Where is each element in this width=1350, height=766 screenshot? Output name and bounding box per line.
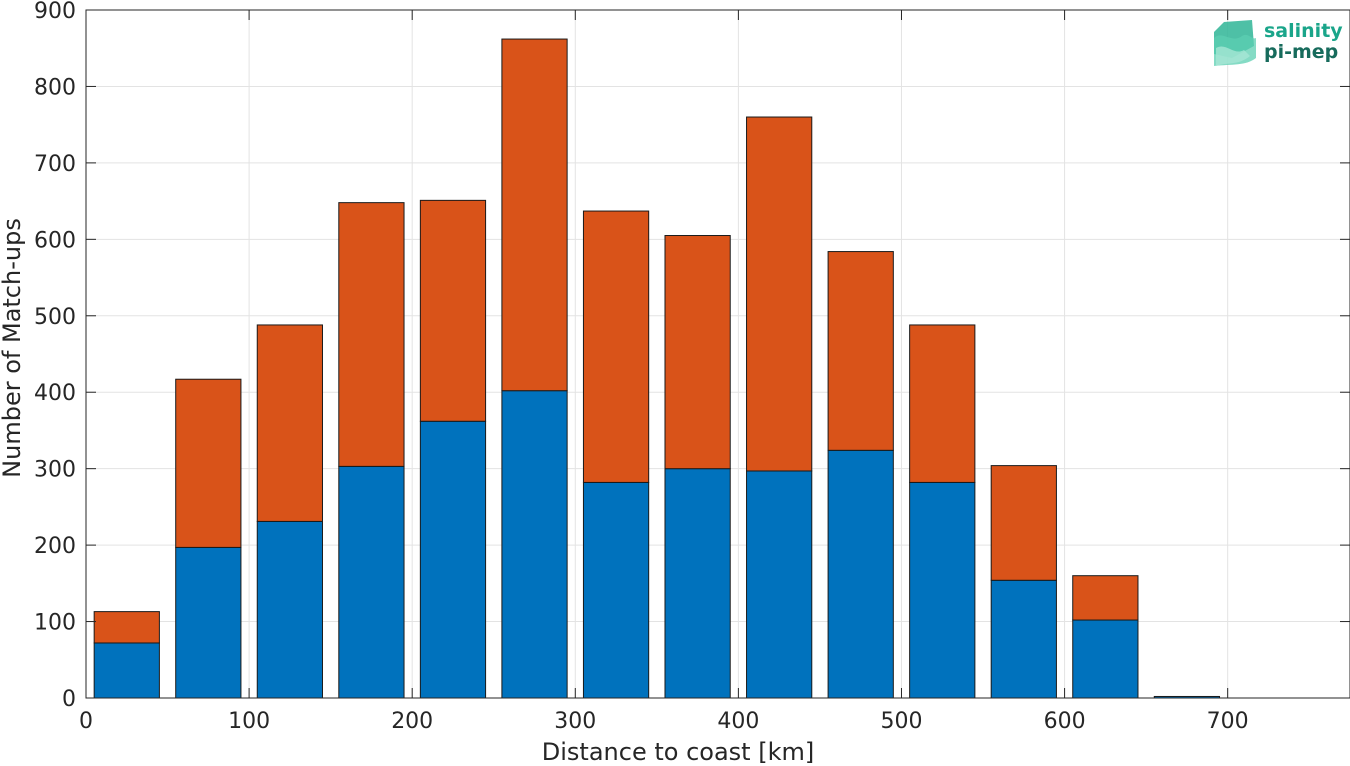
bar-series2 [1072,575,1139,621]
bar-series2 [582,210,650,483]
bar-series1 [501,390,568,699]
x-tick-label: 100 [228,709,270,734]
axes-box [85,9,1350,699]
bar-series1 [256,520,323,699]
bar-series2 [664,235,731,470]
x-tick-label: 400 [717,709,759,734]
bars [93,38,1221,699]
bar-series2 [93,611,160,644]
y-tick-label: 700 [34,152,76,177]
x-tick-label: 500 [880,709,922,734]
bar-series2 [827,251,894,451]
x-tick-label: 600 [1044,709,1086,734]
x-tick-labels: 0 100 200 300 400 500 600 700 [79,709,1249,734]
bar-series1 [419,420,487,699]
bar-series1 [338,465,405,699]
bar-series2 [909,324,976,483]
x-tick-label: 0 [79,709,93,734]
y-tick-label: 500 [34,305,76,330]
y-tick-label: 300 [34,458,76,483]
x-tick-label: 200 [391,709,433,734]
bar-series2 [746,116,813,472]
bar-series2 [990,465,1057,581]
y-tick-label: 900 [34,0,76,24]
x-tick-label: 700 [1207,709,1249,734]
y-tick-label: 200 [34,534,76,559]
bar-series1 [664,468,731,699]
y-tick-labels: 0 100 200 300 400 500 600 700 800 900 [34,0,76,712]
bar-series2 [338,202,405,467]
y-tick-label: 800 [34,75,76,100]
y-tick-label: 0 [62,687,76,712]
bar-series1 [746,470,813,699]
bar-series1 [827,449,894,699]
bar-series2 [419,199,487,422]
bar-series2 [256,324,323,522]
x-axis-label: Distance to coast [km] [542,738,814,766]
bar-series1 [990,579,1057,699]
y-tick-label: 600 [34,228,76,253]
ticks [85,9,1350,699]
bar-series1 [582,481,650,699]
logo-text-pi-mep: pi-mep [1264,41,1338,63]
logo-text-salinity: salinity [1264,20,1343,42]
bar-series1 [93,642,160,699]
bar-series1 [909,481,976,699]
x-tick-label: 300 [554,709,596,734]
logo-waves-icon [1214,20,1256,66]
y-tick-label: 400 [34,381,76,406]
y-tick-label: 100 [34,611,76,636]
bar-series1 [1072,619,1139,699]
bar-series2 [501,38,568,392]
y-axis-label: Number of Match-ups [0,218,26,478]
bar-series2 [175,378,242,548]
salinity-pi-mep-logo: salinity pi-mep [1214,20,1343,66]
bar-series1 [175,546,242,699]
